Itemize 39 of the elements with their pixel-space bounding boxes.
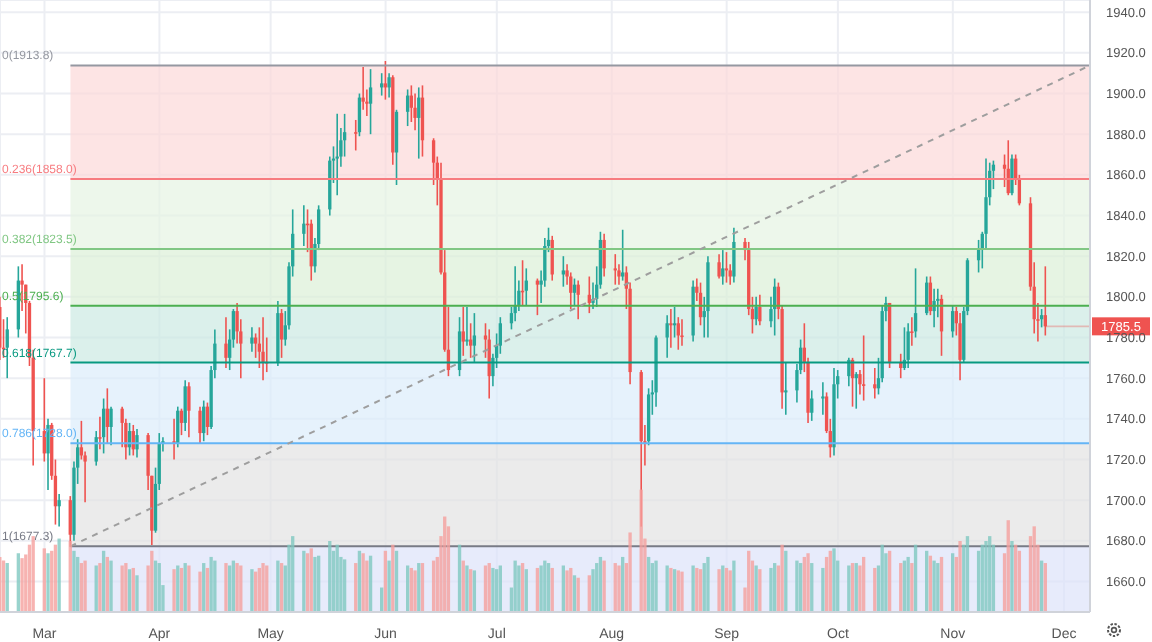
- candlestick: [732, 226, 736, 284]
- candlestick: [821, 381, 825, 416]
- candlestick: [57, 493, 61, 528]
- candlestick: [261, 316, 265, 382]
- candlestick: [183, 379, 187, 432]
- candlestick: [669, 308, 673, 349]
- candlestick: [906, 322, 910, 369]
- candlestick: [721, 249, 725, 286]
- candlestick: [250, 326, 254, 353]
- candlestick: [46, 418, 50, 491]
- candlestick: [98, 416, 102, 451]
- candlestick: [413, 92, 417, 131]
- candlestick: [461, 306, 465, 357]
- candlestick: [472, 312, 477, 363]
- candlestick: [958, 312, 962, 382]
- candlestick: [754, 296, 758, 327]
- candlestick: [361, 66, 365, 111]
- candlestick: [717, 253, 721, 280]
- candlestick: [469, 322, 473, 359]
- candlestick: [1010, 153, 1014, 196]
- candlestick: [861, 334, 866, 402]
- candlestick: [680, 318, 684, 347]
- candlestick: [665, 314, 669, 359]
- candlestick: [354, 119, 358, 152]
- candlestick: [109, 405, 113, 447]
- candlestick: [187, 381, 191, 438]
- candlestick: [621, 228, 625, 282]
- candlestick: [932, 287, 936, 329]
- candlestick: [387, 72, 391, 99]
- candlestick: [135, 428, 139, 459]
- candlestick: [279, 308, 284, 359]
- candlestick: [465, 306, 469, 347]
- candlestick: [758, 294, 762, 327]
- candlestick: [910, 316, 914, 347]
- candlestick: [646, 387, 651, 447]
- candlestick: [198, 405, 202, 445]
- candlestick: [602, 233, 606, 278]
- candlestick: [224, 316, 228, 369]
- candlestick: [368, 68, 373, 135]
